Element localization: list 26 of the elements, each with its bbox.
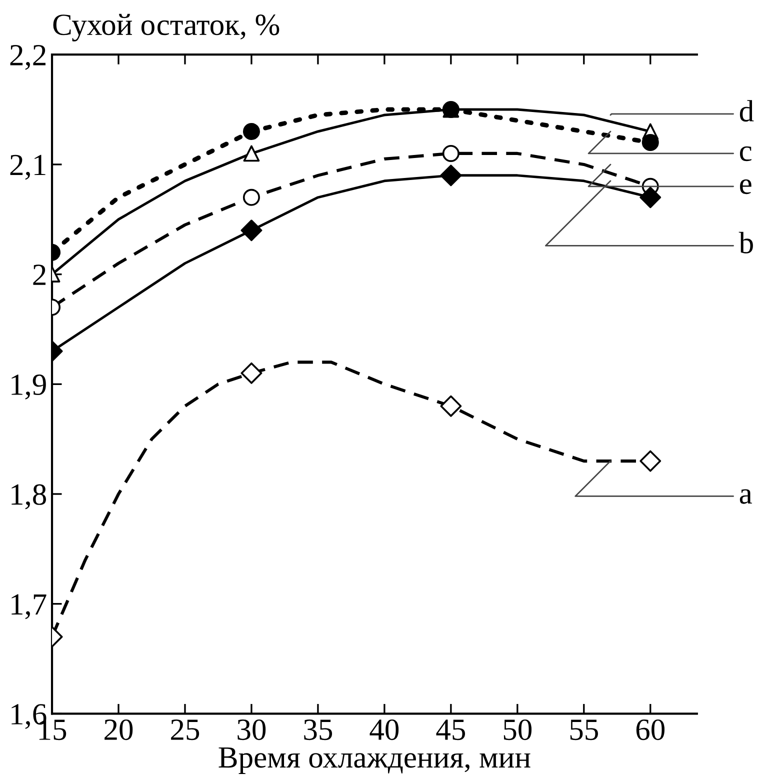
- x-tick-label: 45: [436, 720, 466, 740]
- y-tick-label: 1,9: [12, 374, 46, 400]
- point: [640, 450, 662, 472]
- x-axis-title: Время охлаждения, мин: [218, 747, 530, 774]
- text: d: [740, 100, 754, 122]
- x-tick-label: 25: [171, 720, 200, 740]
- x-tick-label: 50: [504, 719, 532, 740]
- y-tick-label: 2,2: [10, 44, 46, 70]
- x-tick-label: 30: [238, 719, 266, 740]
- text: b: [738, 232, 753, 254]
- point: [440, 395, 462, 417]
- y-tick-label: 2: [33, 264, 46, 285]
- y-tick-label: 1,7: [12, 594, 46, 620]
- y-tick-label: 1,8: [12, 484, 46, 510]
- x-tick-label: 35: [304, 720, 332, 740]
- x-tick-label: 60: [636, 719, 664, 740]
- y-tick-label: 2,1: [10, 154, 46, 180]
- y-axis-title: Сухой остаток, %: [53, 14, 280, 42]
- text: e: [740, 179, 752, 194]
- text: c: [740, 146, 752, 162]
- text: a: [740, 489, 752, 504]
- point: [640, 186, 662, 208]
- x-tick-label: 55: [570, 720, 598, 740]
- x-tick-label: 40: [370, 719, 399, 740]
- point: [440, 164, 462, 186]
- x-tick-label: 20: [104, 719, 133, 740]
